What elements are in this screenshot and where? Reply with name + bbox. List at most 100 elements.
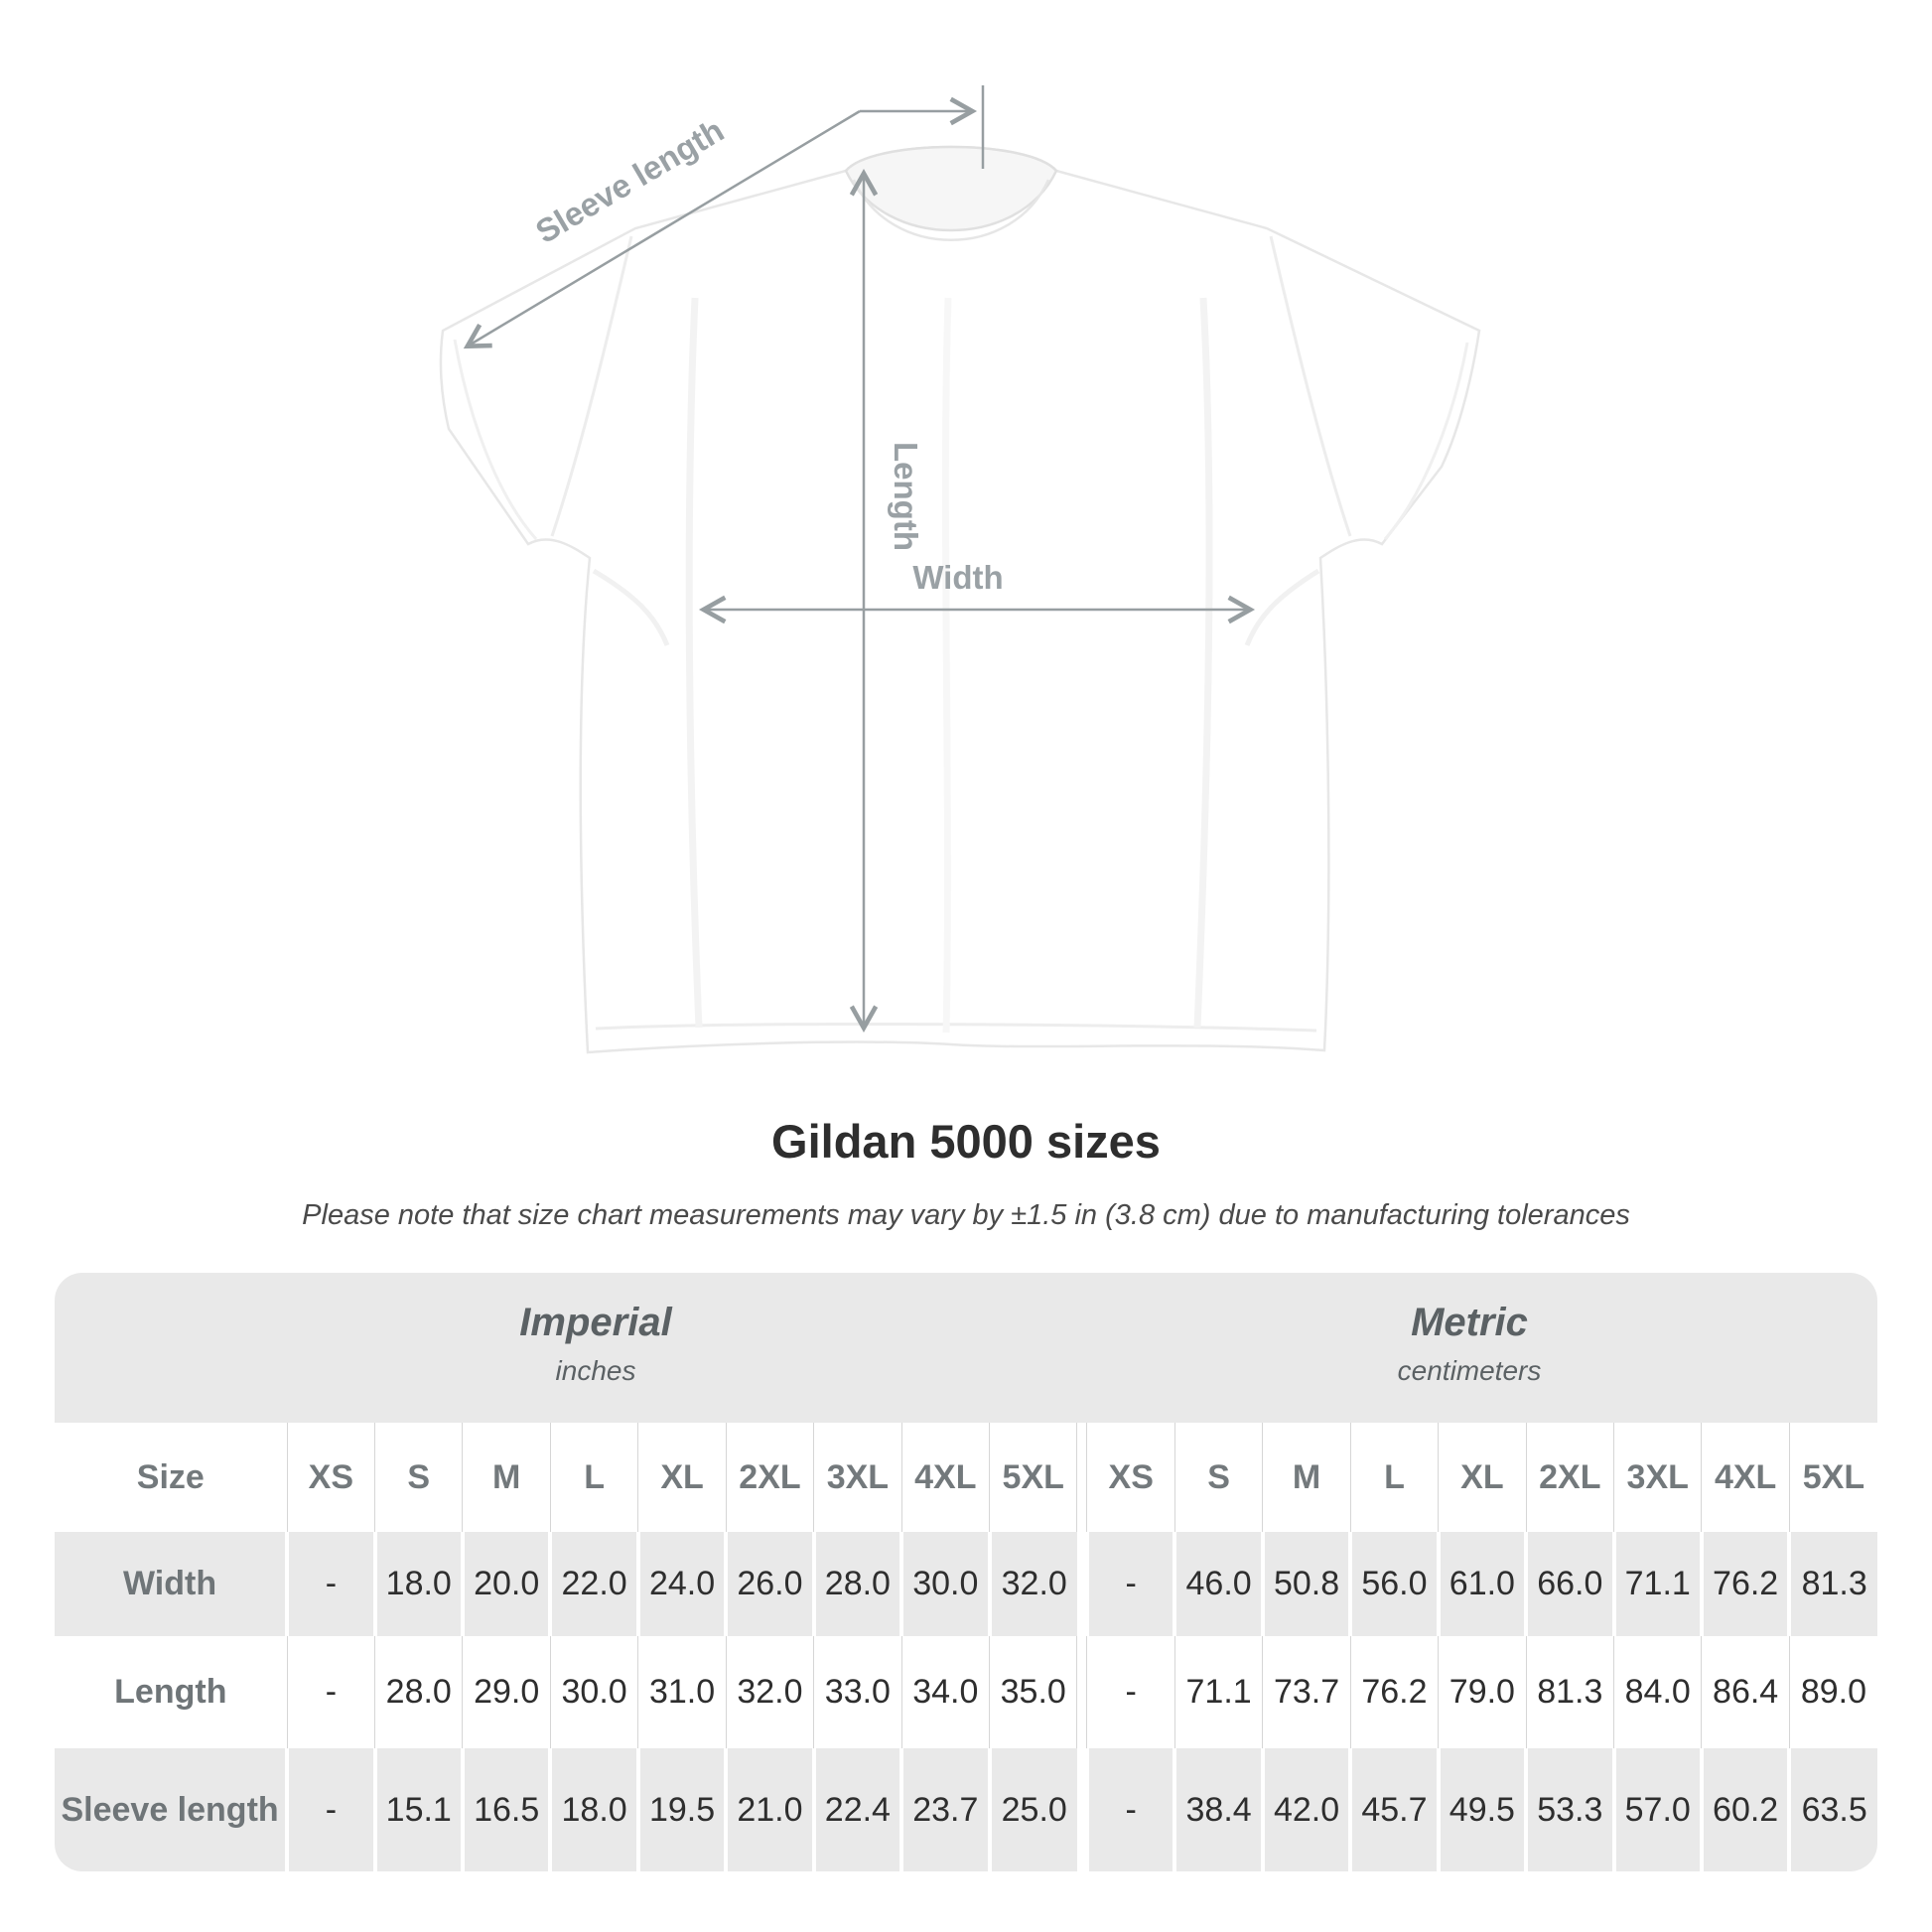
imperial-unit-header: Imperial inches [519, 1301, 671, 1387]
length-row-label: Length [114, 1673, 227, 1711]
size-header-cell: Size [136, 1457, 205, 1496]
metric-label: Metric [1411, 1301, 1528, 1344]
width-metric-3xl: 71.1 [1611, 1532, 1702, 1636]
tshirt-illustration [439, 145, 1481, 1054]
unit-divider [1076, 1748, 1087, 1871]
page-title: Gildan 5000 sizes [771, 1115, 1161, 1168]
sleeve-length-diagonal-line [463, 109, 861, 349]
tolerance-note: Please note that size chart measurements… [302, 1199, 1630, 1231]
length-imperial-3xl: 33.0 [813, 1636, 902, 1748]
sleeve-metric-xl: 49.5 [1436, 1748, 1527, 1871]
length-imperial-4xl: 34.0 [900, 1636, 990, 1748]
width-imperial-4xl: 30.0 [899, 1532, 990, 1636]
metric-size-2xl: 2XL [1525, 1423, 1614, 1532]
width-metric-m: 50.8 [1260, 1532, 1351, 1636]
sleeve-metric-4xl: 60.2 [1699, 1748, 1790, 1871]
sleeve-metric-5xl: 63.5 [1787, 1748, 1877, 1871]
length-label: Length [888, 442, 924, 551]
width-metric-s: 46.0 [1173, 1532, 1263, 1636]
metric-size-5xl: 5XL [1788, 1423, 1877, 1532]
length-metric-xl: 79.0 [1438, 1636, 1527, 1748]
sleeve-imperial-3xl: 22.4 [811, 1748, 902, 1871]
unit-divider [1076, 1423, 1087, 1532]
unit-divider [1076, 1532, 1087, 1636]
imperial-size-s: S [374, 1423, 463, 1532]
length-metric-2xl: 81.3 [1525, 1636, 1614, 1748]
metric-size-xl: XL [1438, 1423, 1527, 1532]
length-imperial-2xl: 32.0 [725, 1636, 814, 1748]
sleeve-imperial-l: 18.0 [548, 1748, 638, 1871]
width-imperial-s: 18.0 [372, 1532, 463, 1636]
sleeve-imperial-5xl: 25.0 [987, 1748, 1077, 1871]
sleeve-metric-m: 42.0 [1260, 1748, 1351, 1871]
width-imperial-m: 20.0 [460, 1532, 551, 1636]
measurements-table: Size XS S M L XL 2XL 3XL 4XL 5XL XS S M … [55, 1423, 1877, 1871]
sleeve-imperial-2xl: 21.0 [724, 1748, 814, 1871]
width-metric-l: 56.0 [1348, 1532, 1439, 1636]
sleeve-imperial-xl: 19.5 [635, 1748, 727, 1871]
metric-unit-header: Metric centimeters [1398, 1301, 1542, 1387]
length-row: Length - 28.0 29.0 30.0 31.0 32.0 33.0 3… [55, 1636, 1877, 1748]
length-metric-l: 76.2 [1349, 1636, 1439, 1748]
unit-divider [1076, 1636, 1087, 1748]
width-imperial-l: 22.0 [548, 1532, 638, 1636]
imperial-size-m: M [462, 1423, 551, 1532]
length-imperial-m: 29.0 [462, 1636, 551, 1748]
length-metric-4xl: 86.4 [1701, 1636, 1790, 1748]
length-imperial-l: 30.0 [549, 1636, 638, 1748]
imperial-label: Imperial [519, 1301, 672, 1344]
sleeve-metric-s: 38.4 [1173, 1748, 1263, 1871]
width-metric-xl: 61.0 [1436, 1532, 1527, 1636]
width-metric-5xl: 81.3 [1787, 1532, 1877, 1636]
width-imperial-2xl: 26.0 [724, 1532, 814, 1636]
imperial-size-l: L [549, 1423, 638, 1532]
metric-size-s: S [1173, 1423, 1263, 1532]
length-imperial-5xl: 35.0 [989, 1636, 1077, 1748]
sleeve-metric-xs: - [1084, 1748, 1175, 1871]
measurement-annotations [463, 85, 1256, 1034]
width-metric-4xl: 76.2 [1699, 1532, 1790, 1636]
metric-size-3xl: 3XL [1613, 1423, 1702, 1532]
size-chart-table: Imperial inches Metric centimeters Size … [55, 1273, 1877, 1871]
inches-label: inches [555, 1355, 636, 1386]
sleeve-imperial-xs: - [285, 1748, 375, 1871]
sleeve-metric-2xl: 53.3 [1524, 1748, 1614, 1871]
length-imperial-xs: - [286, 1636, 375, 1748]
width-imperial-5xl: 32.0 [987, 1532, 1077, 1636]
width-metric-xs: - [1084, 1532, 1175, 1636]
imperial-size-4xl: 4XL [900, 1423, 990, 1532]
imperial-size-xl: XL [637, 1423, 727, 1532]
sleeve-imperial-s: 15.1 [372, 1748, 463, 1871]
length-metric-5xl: 89.0 [1788, 1636, 1877, 1748]
sleeve-length-row-label: Sleeve length [61, 1790, 279, 1829]
width-imperial-xl: 24.0 [635, 1532, 727, 1636]
centimeters-label: centimeters [1397, 1355, 1542, 1386]
width-imperial-xs: - [285, 1532, 375, 1636]
metric-size-m: M [1262, 1423, 1351, 1532]
sleeve-length-row: Sleeve length - 15.1 16.5 18.0 19.5 21.0… [55, 1748, 1877, 1871]
size-header-row: Size XS S M L XL 2XL 3XL 4XL 5XL XS S M … [55, 1423, 1877, 1532]
length-metric-s: 71.1 [1173, 1636, 1263, 1748]
length-metric-m: 73.7 [1262, 1636, 1351, 1748]
length-metric-xs: - [1086, 1636, 1175, 1748]
sleeve-metric-3xl: 57.0 [1611, 1748, 1702, 1871]
length-metric-3xl: 84.0 [1613, 1636, 1702, 1748]
imperial-size-2xl: 2XL [725, 1423, 814, 1532]
length-imperial-s: 28.0 [374, 1636, 463, 1748]
tshirt-measurement-diagram: Sleeve length Length Width [439, 85, 1481, 1054]
metric-size-xs: XS [1086, 1423, 1175, 1532]
imperial-size-5xl: 5XL [989, 1423, 1077, 1532]
sleeve-imperial-m: 16.5 [460, 1748, 551, 1871]
imperial-size-3xl: 3XL [813, 1423, 902, 1532]
metric-size-l: L [1349, 1423, 1439, 1532]
width-imperial-3xl: 28.0 [811, 1532, 902, 1636]
width-row-label: Width [123, 1565, 217, 1602]
sleeve-metric-l: 45.7 [1348, 1748, 1439, 1871]
metric-size-4xl: 4XL [1701, 1423, 1790, 1532]
unit-header-band: Imperial inches Metric centimeters [55, 1273, 1877, 1423]
width-row: Width - 18.0 20.0 22.0 24.0 26.0 28.0 30… [55, 1532, 1877, 1636]
sleeve-imperial-4xl: 23.7 [899, 1748, 990, 1871]
length-imperial-xl: 31.0 [637, 1636, 727, 1748]
imperial-size-xs: XS [286, 1423, 375, 1532]
